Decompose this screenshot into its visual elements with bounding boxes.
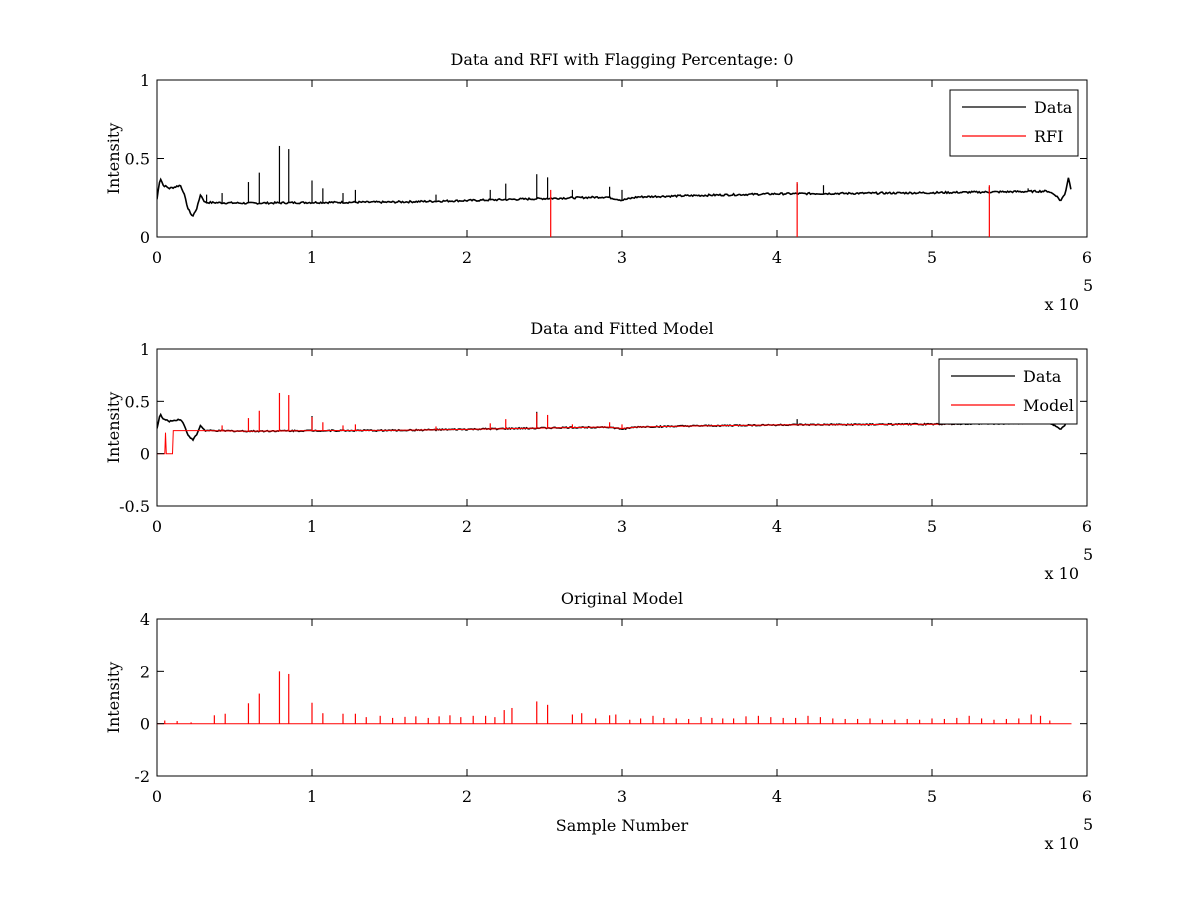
plot-area	[157, 392, 1072, 455]
chart-title: Data and RFI with Flagging Percentage: 0	[450, 50, 793, 69]
y-tick-label: 1	[140, 71, 150, 90]
x-tick-label: 6	[1082, 248, 1092, 267]
series-line	[157, 177, 1072, 218]
y-tick-label: 2	[140, 662, 150, 681]
x-tick-label: 0	[152, 517, 162, 536]
plot-area	[157, 671, 1072, 725]
legend-label: RFI	[1034, 127, 1063, 146]
x-scale-exponent: 5	[1083, 545, 1093, 564]
y-tick-label: -0.5	[119, 497, 150, 516]
x-scale-exponent: 5	[1083, 276, 1093, 295]
series-model	[157, 671, 1072, 725]
x-scale-exponent: 5	[1083, 815, 1093, 834]
y-tick-label: 0	[140, 445, 150, 464]
y-tick-label: 1	[140, 340, 150, 359]
x-scale-label: x 10	[1045, 295, 1079, 314]
y-tick-label: 0.5	[125, 150, 150, 169]
legend-label: Data	[1023, 367, 1062, 386]
y-tick-label: 0	[140, 228, 150, 247]
y-axis-label: Intensity	[104, 392, 123, 464]
y-tick-label: 0	[140, 715, 150, 734]
y-tick-label: -2	[134, 767, 150, 786]
legend: Data Model	[938, 358, 1078, 425]
legend-label: Data	[1034, 98, 1073, 117]
x-tick-label: 6	[1082, 517, 1092, 536]
x-scale-label: x 10	[1045, 834, 1079, 853]
axes-box	[156, 79, 1088, 238]
x-tick-label: 5	[927, 517, 937, 536]
x-tick-label: 0	[152, 248, 162, 267]
x-tick-label: 1	[307, 248, 317, 267]
y-tick-label: 0.5	[125, 392, 150, 411]
x-tick-label: 2	[462, 787, 472, 806]
x-tick-label: 5	[927, 787, 937, 806]
x-tick-label: 2	[462, 248, 472, 267]
x-tick-label: 3	[617, 787, 627, 806]
x-tick-label: 4	[772, 787, 782, 806]
x-tick-label: 4	[772, 517, 782, 536]
chart-title: Original Model	[561, 589, 683, 608]
plot-area	[157, 145, 1072, 237]
x-tick-label: 3	[617, 517, 627, 536]
axes-box	[156, 618, 1088, 777]
x-tick-label: 6	[1082, 787, 1092, 806]
y-tick-label: 4	[140, 610, 150, 629]
x-tick-label: 1	[307, 517, 317, 536]
series-rfi	[550, 182, 990, 237]
legend-box	[949, 89, 1079, 157]
legend-label: Model	[1023, 396, 1074, 415]
x-tick-label: 3	[617, 248, 627, 267]
y-axis-label: Intensity	[104, 662, 123, 734]
x-tick-label: 2	[462, 517, 472, 536]
series-model	[157, 392, 995, 455]
x-tick-label: 0	[152, 787, 162, 806]
x-scale-label: x 10	[1045, 564, 1079, 583]
x-tick-label: 1	[307, 787, 317, 806]
x-tick-label: 5	[927, 248, 937, 267]
y-axis-label: Intensity	[104, 123, 123, 195]
x-axis-label: Sample Number	[556, 816, 689, 835]
legend: Data RFI	[949, 89, 1079, 157]
series-data	[157, 145, 1072, 218]
legend-box	[938, 358, 1078, 425]
series-line	[157, 423, 995, 455]
x-tick-label: 4	[772, 248, 782, 267]
chart-title: Data and Fitted Model	[530, 319, 713, 338]
